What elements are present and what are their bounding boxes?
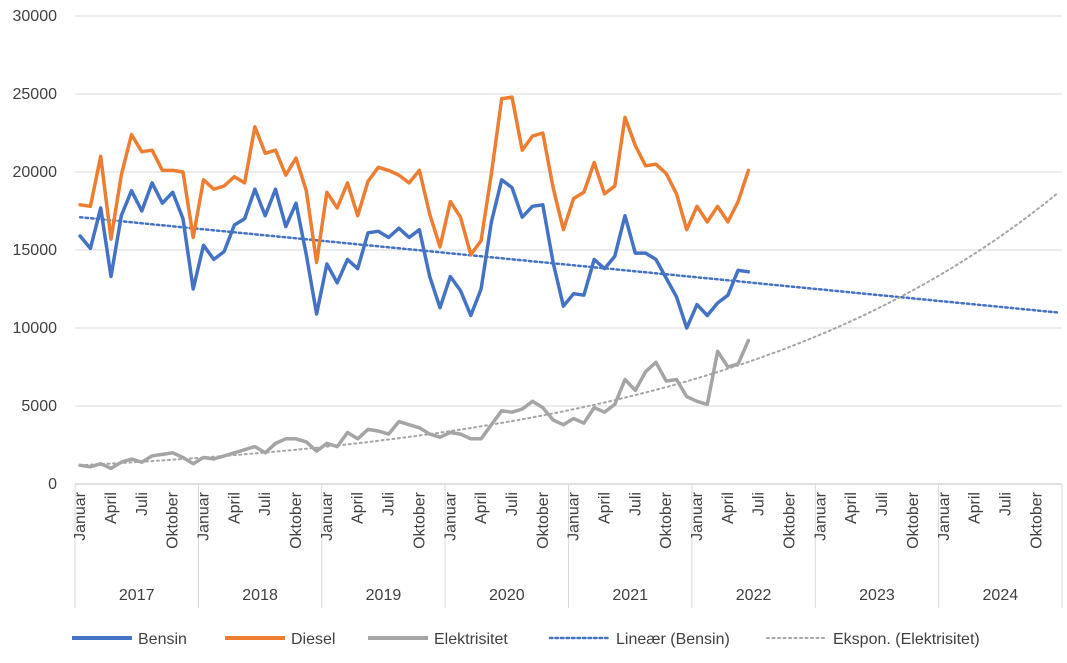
y-tick-label: 0 <box>48 476 57 493</box>
x-tick-label: Oktober <box>1028 491 1045 549</box>
x-tick-label: April <box>103 492 120 524</box>
x-tick-label: Juli <box>257 492 274 516</box>
legend-label: Diesel <box>291 631 335 648</box>
legend-label: Elektrisitet <box>434 631 508 648</box>
x-tick-label: Juli <box>381 492 398 516</box>
trendline-exponential-elektrisitet <box>79 192 1058 467</box>
x-tick-label: Oktober <box>658 491 675 549</box>
x-tick-label: Januar <box>196 491 213 541</box>
y-axis: 0 5000 10000 15000 20000 25000 30000 <box>13 8 58 493</box>
x-tick-label: Juli <box>751 492 768 516</box>
x-tick-label: Januar <box>566 491 583 541</box>
x-tick-label: Juli <box>997 492 1014 516</box>
x-tick-label: Januar <box>689 491 706 541</box>
x-tick-label: Oktober <box>411 491 428 549</box>
x-tick-label: April <box>473 492 490 524</box>
y-tick-label: 5000 <box>21 398 57 415</box>
year-label: 2019 <box>366 587 402 604</box>
legend: Bensin Diesel Elektrisitet Lineær (Bensin) E… <box>72 631 980 648</box>
series-diesel <box>78 95 751 265</box>
year-label: 2024 <box>983 587 1019 604</box>
year-label: 2021 <box>612 587 648 604</box>
x-tick-label: Januar <box>319 491 336 541</box>
x-tick-label: Januar <box>442 491 459 541</box>
year-label: 2020 <box>489 587 525 604</box>
trendline-linear-bensin <box>78 215 1059 314</box>
x-tick-label: April <box>843 492 860 524</box>
x-tick-label: April <box>720 492 737 524</box>
y-tick-label: 25000 <box>13 86 58 103</box>
year-label: 2023 <box>859 587 895 604</box>
series-elektrisitet <box>78 338 751 471</box>
y-tick-label: 15000 <box>13 242 58 259</box>
x-tick-label: April <box>967 492 984 524</box>
x-tick-label: April <box>350 492 367 524</box>
x-tick-label: Oktober <box>535 491 552 549</box>
year-label: 2018 <box>242 587 278 604</box>
legend-label: Lineær (Bensin) <box>616 631 730 648</box>
x-tick-label: Oktober <box>782 491 799 549</box>
gridlines <box>75 15 1062 485</box>
x-tick-label: Juli <box>627 492 644 516</box>
year-label: 2017 <box>119 587 155 604</box>
plot-area <box>78 95 1059 471</box>
legend-label: Bensin <box>138 631 187 648</box>
x-tick-label: Juli <box>504 492 521 516</box>
x-tick-label: Januar <box>812 491 829 541</box>
x-tick-label: April <box>226 492 243 524</box>
legend-label: Ekspon. (Elektrisitet) <box>833 631 980 648</box>
x-tick-label: Oktober <box>905 491 922 549</box>
y-tick-label: 20000 <box>13 164 58 181</box>
x-tick-label: Juli <box>874 492 891 516</box>
x-tick-label: Juli <box>134 492 151 516</box>
y-tick-label: 30000 <box>13 8 58 25</box>
x-tick-label: Oktober <box>288 491 305 549</box>
y-tick-label: 10000 <box>13 320 58 337</box>
x-tick-label: Oktober <box>165 491 182 549</box>
year-label: 2022 <box>736 587 772 604</box>
x-axis: Januar April Juli Oktober 2017 Januar April Jul… <box>72 483 1063 608</box>
x-tick-label: Januar <box>936 491 953 541</box>
series-bensin <box>78 178 751 330</box>
x-tick-label: Januar <box>72 491 89 541</box>
x-tick-label: April <box>596 492 613 524</box>
